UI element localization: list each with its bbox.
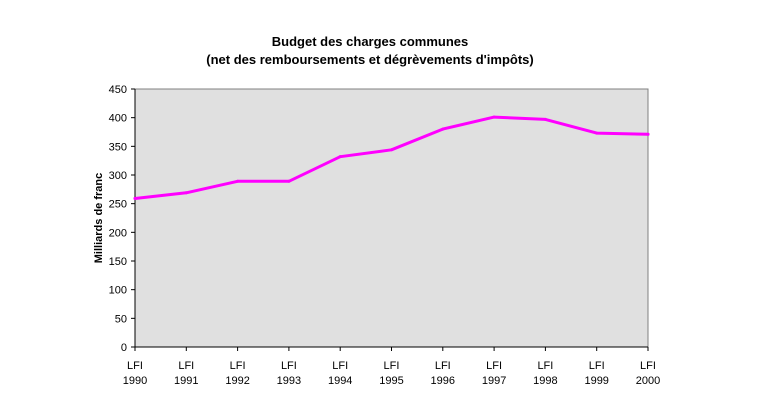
- x-tick-label: 1995: [379, 375, 403, 387]
- data-point: [184, 191, 188, 195]
- data-point: [441, 127, 445, 131]
- x-ticks: LFI 1990 LFI 1991 LFI 1992 LFI 1993 LFI 1994 LFI 19…: [123, 347, 660, 387]
- x-tick-label: LFI: [332, 360, 348, 372]
- y-tick-label: 0: [121, 342, 127, 354]
- data-point: [492, 115, 496, 119]
- data-point: [338, 155, 342, 159]
- x-tick-label: LFI: [281, 360, 297, 372]
- x-tick-label: 1997: [482, 375, 506, 387]
- chart-subtitle: (net des remboursements et dégrèvements …: [206, 52, 533, 67]
- y-tick-label: 200: [109, 227, 127, 239]
- data-point: [543, 117, 547, 121]
- x-tick-label: 1998: [533, 375, 557, 387]
- y-tick-label: 450: [109, 84, 127, 96]
- x-tick-label: LFI: [230, 360, 246, 372]
- y-tick-label: 250: [109, 199, 127, 211]
- x-tick-label: 1992: [225, 375, 249, 387]
- x-tick-label: 1994: [328, 375, 352, 387]
- x-tick-label: 1993: [277, 375, 301, 387]
- data-point: [595, 131, 599, 135]
- x-tick-label: 2000: [636, 375, 660, 387]
- x-tick-label: LFI: [537, 360, 553, 372]
- x-tick-label: LFI: [384, 360, 400, 372]
- plot-area: [134, 88, 649, 348]
- y-tick-label: 50: [115, 313, 127, 325]
- x-tick-label: LFI: [589, 360, 605, 372]
- x-tick-label: 1990: [123, 375, 147, 387]
- data-point: [236, 179, 240, 183]
- y-tick-label: 150: [109, 256, 127, 268]
- y-ticks: 0 50 100 150 200 250 300 350 400 450: [109, 84, 135, 354]
- x-tick-label: LFI: [486, 360, 502, 372]
- y-tick-label: 400: [109, 113, 127, 125]
- y-tick-label: 300: [109, 170, 127, 182]
- data-point: [646, 132, 650, 136]
- data-point: [287, 179, 291, 183]
- y-axis-label: Milliards de franc: [93, 173, 105, 263]
- data-point: [133, 197, 137, 201]
- x-tick-label: 1999: [584, 375, 608, 387]
- x-tick-label: LFI: [640, 360, 656, 372]
- data-points: [133, 115, 650, 201]
- data-point: [390, 148, 393, 152]
- y-tick-label: 100: [109, 285, 127, 297]
- x-tick-label: LFI: [178, 360, 194, 372]
- x-tick-label: 1991: [174, 375, 198, 387]
- x-tick-label: 1996: [431, 375, 455, 387]
- chart-title: Budget des charges communes: [272, 34, 469, 49]
- x-tick-label: LFI: [435, 360, 451, 372]
- y-tick-label: 350: [109, 141, 127, 153]
- x-tick-label: LFI: [127, 360, 143, 372]
